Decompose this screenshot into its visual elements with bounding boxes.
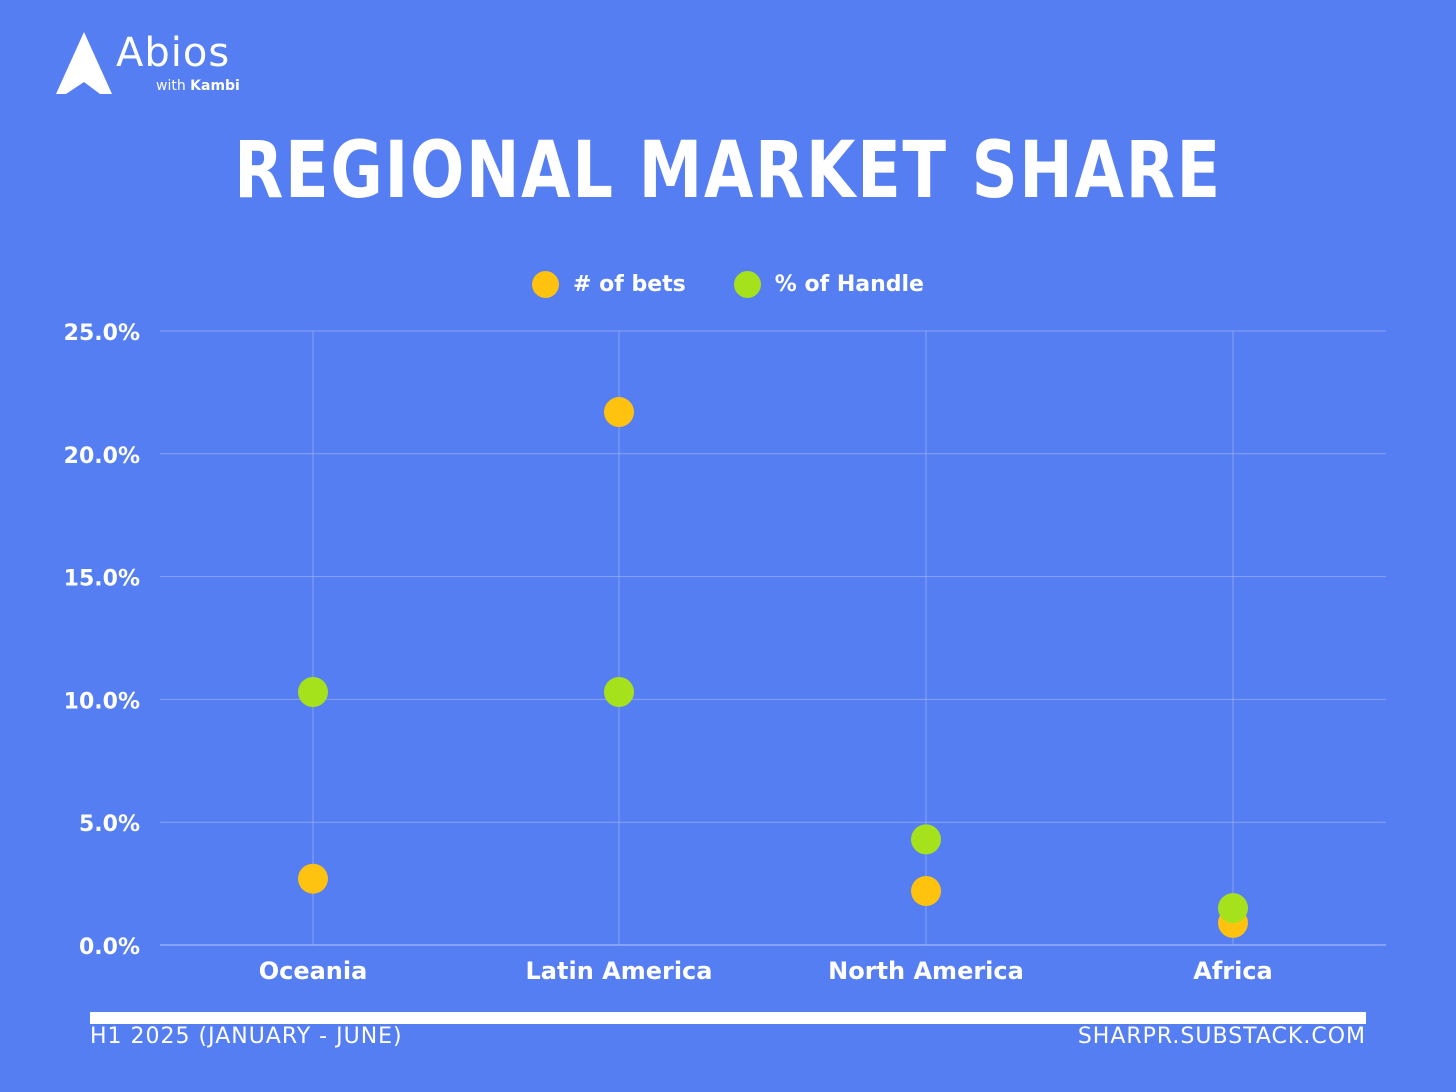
brand-logo: Abios with Kambi — [56, 30, 256, 100]
legend-dot-handle — [733, 270, 761, 298]
x-tick-label: Latin America — [526, 957, 713, 985]
footer-divider — [90, 1012, 1366, 1024]
point-handle — [298, 677, 328, 708]
y-tick-label: 0.0% — [79, 935, 140, 960]
legend-item-bets: # of bets — [532, 266, 686, 302]
point-bets — [298, 863, 328, 894]
x-tick-label: Oceania — [259, 957, 368, 985]
arrow-logo-icon — [56, 32, 112, 94]
point-handle — [604, 677, 634, 708]
x-tick-label: North America — [828, 957, 1024, 985]
chart-legend: # of bets % of Handle — [0, 266, 1456, 302]
logo-name: Abios — [116, 30, 231, 76]
y-tick-label: 5.0% — [79, 812, 140, 837]
chart-title: REGIONAL MARKET SHARE — [234, 126, 1222, 216]
logo-sub-prefix: with — [156, 78, 186, 94]
point-handle — [1218, 893, 1248, 924]
x-tick-label: Africa — [1193, 957, 1273, 985]
y-tick-label: 10.0% — [64, 689, 140, 714]
y-tick-label: 15.0% — [64, 567, 140, 592]
legend-label-bets: # of bets — [573, 271, 686, 297]
y-tick-label: 25.0% — [64, 321, 140, 346]
legend-item-handle: % of Handle — [733, 266, 924, 302]
legend-label-handle: % of Handle — [774, 271, 924, 297]
footer-period: H1 2025 (JANUARY - JUNE) — [90, 1024, 403, 1049]
point-bets — [911, 875, 941, 906]
point-handle — [911, 824, 941, 855]
y-tick-label: 20.0% — [64, 444, 140, 469]
point-bets — [604, 397, 634, 428]
logo-subtitle: with Kambi — [156, 78, 240, 94]
legend-dot-bets — [532, 270, 560, 298]
footer-source: SHARPR.SUBSTACK.COM — [1077, 1024, 1366, 1049]
logo-sub-brand: Kambi — [190, 78, 240, 94]
